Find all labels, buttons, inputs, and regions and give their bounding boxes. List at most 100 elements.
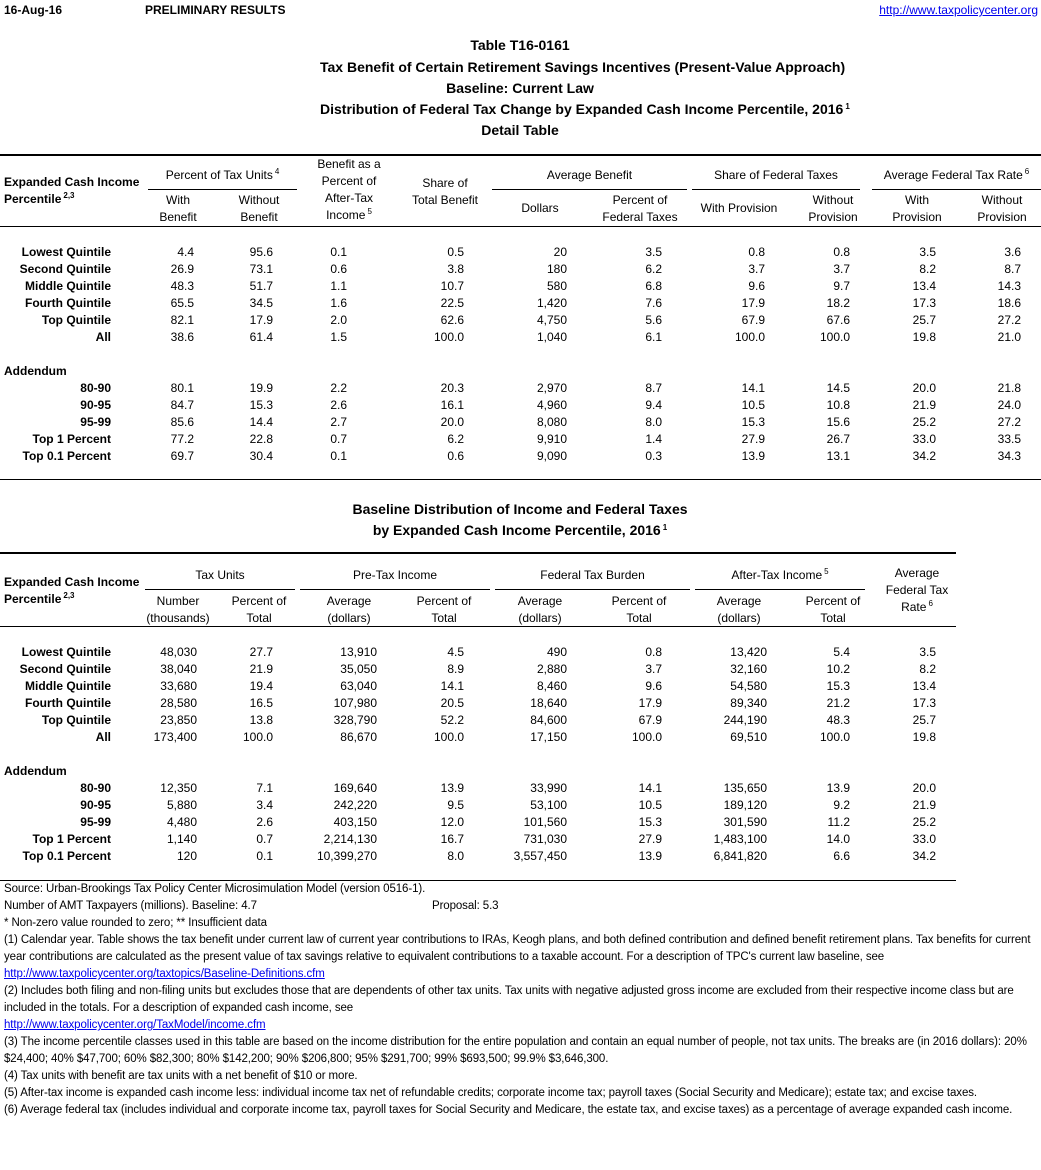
column-header: Rate 6 <box>717 599 1041 615</box>
cell: 7.6 <box>645 296 662 310</box>
cell: 13.8 <box>249 713 273 727</box>
title: Distribution of Federal Tax Change by Ex… <box>320 101 850 117</box>
row-label: Top 1 Percent <box>32 432 111 446</box>
cell: 11.2 <box>827 815 850 829</box>
cell: 4.5 <box>447 645 464 659</box>
cell: 6.1 <box>645 330 662 344</box>
column-header: Number <box>156 594 200 608</box>
stub-header: Percentile 2,3 <box>4 191 75 207</box>
row-label: Top 0.1 Percent <box>22 849 111 863</box>
rule <box>300 589 490 590</box>
row-label: Fourth Quintile <box>25 696 111 710</box>
title: Baseline: Current Law <box>446 80 594 96</box>
column-header: Benefit <box>240 210 278 224</box>
cell: 0.8 <box>748 245 765 259</box>
cell: 301,590 <box>723 815 767 829</box>
cell: 33.5 <box>997 432 1021 446</box>
cell: 61.4 <box>249 330 273 344</box>
cell: 84,600 <box>530 713 567 727</box>
addendum-label: Addendum <box>4 364 67 378</box>
cell: 33,990 <box>530 781 567 795</box>
footnote: (6) Average federal tax (includes indivi… <box>4 1104 1013 1116</box>
cell: 20 <box>553 245 567 259</box>
cell: 20.0 <box>912 381 936 395</box>
column-header-text: Rate <box>901 600 927 614</box>
row-label: Second Quintile <box>19 662 111 676</box>
cell: 27.7 <box>249 645 273 659</box>
stub-header-text: Percentile <box>4 192 62 206</box>
cell: 3,557,450 <box>513 849 567 863</box>
cell: 328,790 <box>333 713 377 727</box>
column-header: With <box>166 193 190 207</box>
cell: 10.5 <box>741 398 765 412</box>
cell: 25.2 <box>912 415 936 429</box>
row-label: Top Quintile <box>41 313 111 327</box>
cell: 23,850 <box>160 713 197 727</box>
cell: 35,050 <box>340 662 377 676</box>
column-header: With <box>905 193 929 207</box>
superscript: 2,3 <box>63 191 75 200</box>
cell: 24.0 <box>997 398 1021 412</box>
cell: 21.9 <box>912 398 936 412</box>
column-header: Without <box>238 193 280 207</box>
amt-proposal: Proposal: 5.3 <box>432 900 499 912</box>
title-text: by Expanded Cash Income Percentile, 2016 <box>372 522 661 538</box>
footnote-link[interactable]: http://www.taxpolicycenter.org/taxtopics… <box>4 968 325 980</box>
cell: 27.2 <box>997 415 1021 429</box>
cell: 34.5 <box>249 296 273 310</box>
cell: 1,040 <box>536 330 567 344</box>
source-note: Source: Urban-Brookings Tax Policy Cente… <box>4 883 426 895</box>
title: Table T16-0161 <box>470 37 570 53</box>
cell: 13.4 <box>912 279 936 293</box>
cell: 4,480 <box>166 815 197 829</box>
cell: 4,960 <box>536 398 567 412</box>
cell: 38.6 <box>170 330 194 344</box>
cell: 6.2 <box>447 432 464 446</box>
cell: 62.6 <box>440 313 464 327</box>
cell: 17.9 <box>249 313 273 327</box>
rule <box>0 154 1041 156</box>
title-text: Distribution of Federal Tax Change by Ex… <box>320 101 844 117</box>
cell: 21.0 <box>997 330 1021 344</box>
row-label: Lowest Quintile <box>21 645 111 659</box>
cell: 403,150 <box>333 815 377 829</box>
rule <box>692 189 860 190</box>
cell: 27.9 <box>638 832 662 846</box>
cell: 9.6 <box>645 679 662 693</box>
cell: 82.1 <box>170 313 194 327</box>
cell: 77.2 <box>170 432 194 446</box>
cell: 3.5 <box>919 645 936 659</box>
cell: 0.8 <box>833 245 850 259</box>
footnote-link[interactable]: http://www.taxpolicycenter.org/TaxModel/… <box>4 1019 266 1031</box>
cell: 17.9 <box>741 296 765 310</box>
footnote-link-row: http://www.taxpolicycenter.org/TaxModel/… <box>4 1017 1038 1034</box>
cell: 33,680 <box>160 679 197 693</box>
cell: 86,670 <box>340 730 377 744</box>
column-header: Percent of <box>231 594 287 608</box>
cell: 6.8 <box>645 279 662 293</box>
column-header: Average <box>894 566 940 580</box>
cell: 20.5 <box>440 696 464 710</box>
column-header: Provision <box>892 210 942 224</box>
cell: 13,910 <box>340 645 377 659</box>
cell: 14.1 <box>741 381 765 395</box>
row-label: Middle Quintile <box>25 679 111 693</box>
cell: 34.2 <box>912 449 936 463</box>
cell: 0.7 <box>256 832 273 846</box>
cell: 25.7 <box>912 713 936 727</box>
cell: 14.0 <box>826 832 850 846</box>
column-header: (dollars) <box>717 611 761 625</box>
cell: 85.6 <box>170 415 194 429</box>
row-label: All <box>95 330 111 344</box>
cell: 53,100 <box>530 798 567 812</box>
header-link[interactable]: http://www.taxpolicycenter.org <box>879 3 1038 17</box>
cell: 4.4 <box>177 245 194 259</box>
column-header: Dollars <box>521 201 559 215</box>
cell: 1,140 <box>166 832 197 846</box>
cell: 21.2 <box>826 696 850 710</box>
cell: 67.9 <box>638 713 662 727</box>
cell: 1.1 <box>330 279 347 293</box>
stub-header: Percentile 2,3 <box>4 591 75 607</box>
column-header: Percent of <box>611 594 667 608</box>
cell: 3.6 <box>1004 245 1021 259</box>
